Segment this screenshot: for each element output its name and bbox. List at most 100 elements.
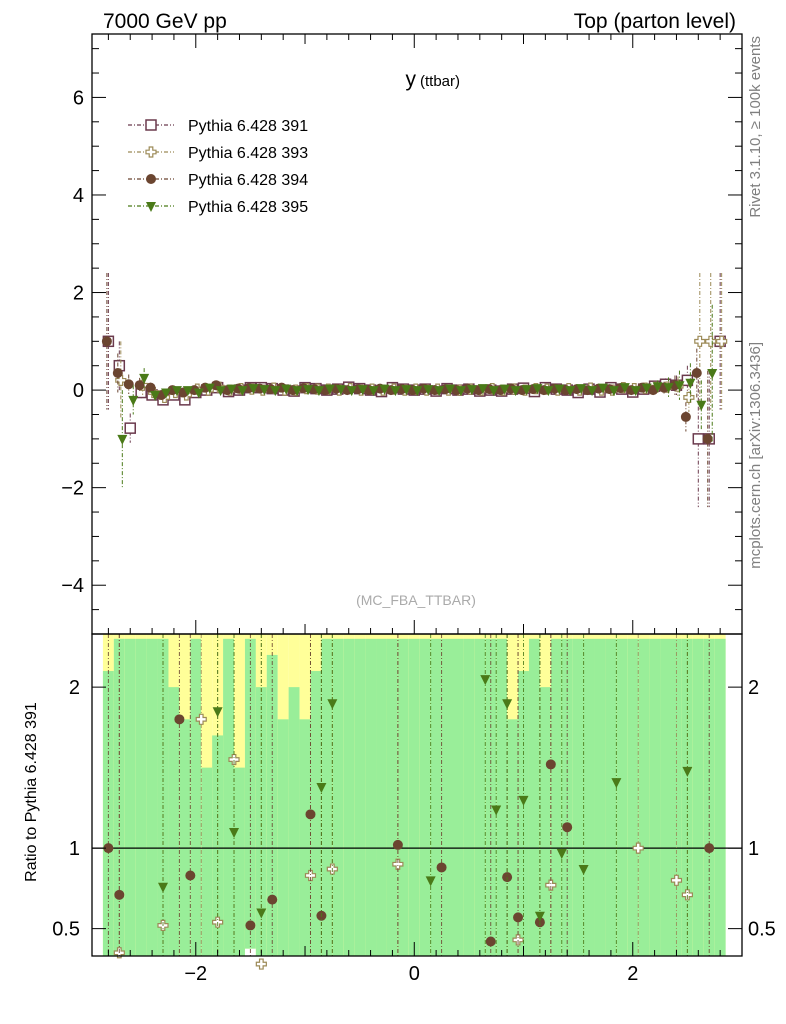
- ratio-point: [480, 675, 491, 686]
- ratio-band-green: [255, 687, 267, 956]
- ratio-band-green: [124, 638, 136, 956]
- data-point: [488, 386, 499, 397]
- ratio-band-green: [692, 638, 704, 956]
- data-point: [248, 384, 259, 395]
- ratio-point: [256, 908, 267, 919]
- data-point: [597, 383, 608, 394]
- ratio-band-green: [386, 638, 398, 956]
- ratio-point: [195, 713, 207, 725]
- axes: −4 −2 0 2 4 6 0.5 0.5 1 1 2 2 −2 0 2: [52, 33, 776, 985]
- data-point: [313, 386, 324, 397]
- ratio-band-green: [539, 687, 551, 956]
- data-point: [663, 383, 674, 394]
- ratio-point: [502, 699, 513, 710]
- ratio-y-tick-label: 1: [69, 838, 80, 860]
- ratio-band-green: [638, 638, 650, 956]
- data-point: [707, 369, 718, 380]
- ratio-point: [316, 782, 327, 793]
- data-point: [641, 383, 652, 394]
- ratio-band-green: [572, 638, 584, 956]
- x-tick-label: 0: [409, 963, 420, 985]
- data-point: [554, 384, 565, 395]
- ratio-point: [491, 805, 502, 816]
- ratio-point: [174, 714, 185, 725]
- ratio-band-green: [354, 638, 366, 956]
- ratio-point: [245, 920, 256, 931]
- data-point: [357, 385, 368, 396]
- ratio-band-green: [474, 638, 486, 956]
- ratio-point: [556, 848, 567, 859]
- ratio-point: [103, 843, 114, 854]
- y-tick-label: 6: [73, 87, 84, 109]
- ratio-band-green: [528, 638, 540, 956]
- ratio-y-tick-label: 2: [69, 677, 80, 699]
- legend: Pythia 6.428 391 Pythia 6.428 393 Pythia 6…: [128, 118, 308, 216]
- data-point: [346, 386, 357, 397]
- ratio-band-green: [343, 638, 355, 956]
- ratio-band-green: [430, 638, 442, 956]
- data-point: [683, 391, 695, 404]
- ratio-point: [513, 912, 524, 923]
- ratio-point: [681, 889, 693, 901]
- data-point: [259, 385, 270, 396]
- data-point: [139, 373, 150, 384]
- data-point: [434, 386, 445, 397]
- data-point: [543, 386, 554, 397]
- ratio-point: [704, 843, 715, 854]
- data-point: [565, 386, 576, 397]
- ratio-uncertainty-bands: [102, 634, 726, 956]
- ratio-point: [632, 842, 644, 854]
- data-point: [123, 379, 134, 390]
- ratio-band-green: [201, 767, 213, 956]
- ratio-band-green: [649, 638, 661, 956]
- legend-marker: [145, 146, 157, 158]
- legend-label: Pythia 6.428 394: [188, 172, 308, 189]
- ratio-band-green: [408, 638, 420, 956]
- ratio-band-green: [397, 638, 409, 956]
- chart-marks: [92, 273, 742, 970]
- ratio-band-green: [365, 638, 377, 956]
- data-point: [499, 384, 510, 395]
- ratio-band-green: [627, 638, 639, 956]
- header-process: Top (parton level): [574, 10, 736, 33]
- data-point: [521, 385, 532, 396]
- ratio-band-green: [616, 638, 628, 956]
- legend-entry: Pythia 6.428 394: [128, 172, 308, 189]
- data-point: [716, 335, 728, 347]
- ratio-band-green: [452, 638, 464, 956]
- header-energy: 7000 GeV pp: [103, 10, 227, 33]
- data-point: [401, 385, 412, 396]
- data-point: [445, 384, 456, 395]
- legend-marker: [146, 202, 156, 212]
- data-point: [619, 383, 630, 394]
- main-plot-title: y: [406, 68, 417, 91]
- ratio-band-green: [594, 638, 606, 956]
- data-point: [161, 388, 172, 399]
- ratio-band-green: [660, 638, 671, 956]
- ratio-band-green: [179, 719, 191, 956]
- ratio-point: [545, 879, 557, 891]
- data-point: [685, 378, 696, 389]
- data-point: [171, 386, 182, 397]
- ratio-point: [228, 753, 240, 766]
- data-point: [455, 386, 466, 397]
- legend-label: Pythia 6.428 391: [188, 118, 308, 135]
- ratio-series-pythia-6.428-395: [158, 634, 693, 956]
- data-point: [696, 400, 707, 411]
- data-point: [324, 384, 335, 395]
- ratio-band-green: [321, 638, 333, 956]
- data-point: [680, 411, 691, 422]
- data-point: [124, 422, 136, 434]
- data-point: [390, 386, 401, 397]
- ratio-point: [436, 862, 447, 873]
- ratio-band-green: [223, 638, 235, 956]
- ratio-point: [229, 828, 240, 839]
- data-point: [303, 385, 314, 396]
- data-point: [630, 386, 641, 397]
- ratio-point: [327, 699, 338, 710]
- data-point: [204, 383, 215, 394]
- legend-label: Pythia 6.428 395: [188, 199, 308, 216]
- legend-marker: [146, 174, 156, 184]
- data-point: [335, 385, 346, 396]
